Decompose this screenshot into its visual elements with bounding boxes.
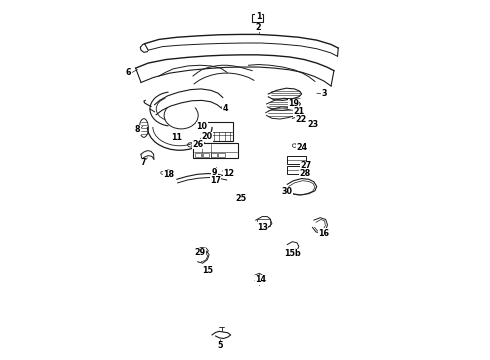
Bar xyxy=(287,156,306,164)
Text: 1: 1 xyxy=(256,12,261,21)
Text: 2: 2 xyxy=(256,23,262,32)
Text: 26: 26 xyxy=(192,140,203,149)
Text: 6: 6 xyxy=(126,68,131,77)
Text: 22: 22 xyxy=(295,115,306,124)
Bar xyxy=(287,166,306,174)
Text: 28: 28 xyxy=(299,169,311,178)
Text: 4: 4 xyxy=(222,104,228,113)
Bar xyxy=(203,153,209,157)
Text: 13: 13 xyxy=(257,223,268,232)
Text: 23: 23 xyxy=(308,120,319,129)
Text: 21: 21 xyxy=(293,107,304,116)
Text: 14: 14 xyxy=(256,275,267,284)
Text: 20: 20 xyxy=(202,132,213,141)
Text: 29: 29 xyxy=(195,248,206,257)
Text: 25: 25 xyxy=(235,194,246,203)
Text: 27: 27 xyxy=(300,161,312,170)
Text: 18: 18 xyxy=(163,170,174,179)
Bar xyxy=(193,143,238,158)
Text: 8: 8 xyxy=(135,125,140,134)
Text: 19: 19 xyxy=(288,99,299,108)
Bar xyxy=(211,153,217,157)
Text: 15b: 15b xyxy=(284,249,301,258)
Bar xyxy=(219,153,225,157)
Bar xyxy=(252,14,263,22)
Text: 15: 15 xyxy=(202,266,213,275)
Text: 3: 3 xyxy=(321,89,327,98)
Bar xyxy=(257,219,270,226)
Text: 10: 10 xyxy=(196,122,207,131)
Text: 24: 24 xyxy=(297,143,308,152)
Text: 5: 5 xyxy=(217,341,222,350)
Text: 11: 11 xyxy=(172,133,182,142)
Text: 17: 17 xyxy=(210,176,221,185)
Bar xyxy=(195,153,201,157)
Bar xyxy=(201,122,233,141)
Text: 12: 12 xyxy=(223,169,234,178)
Text: 30: 30 xyxy=(282,187,293,196)
Text: 16: 16 xyxy=(318,229,329,238)
Text: 7: 7 xyxy=(140,158,146,167)
Text: 9: 9 xyxy=(212,168,217,177)
